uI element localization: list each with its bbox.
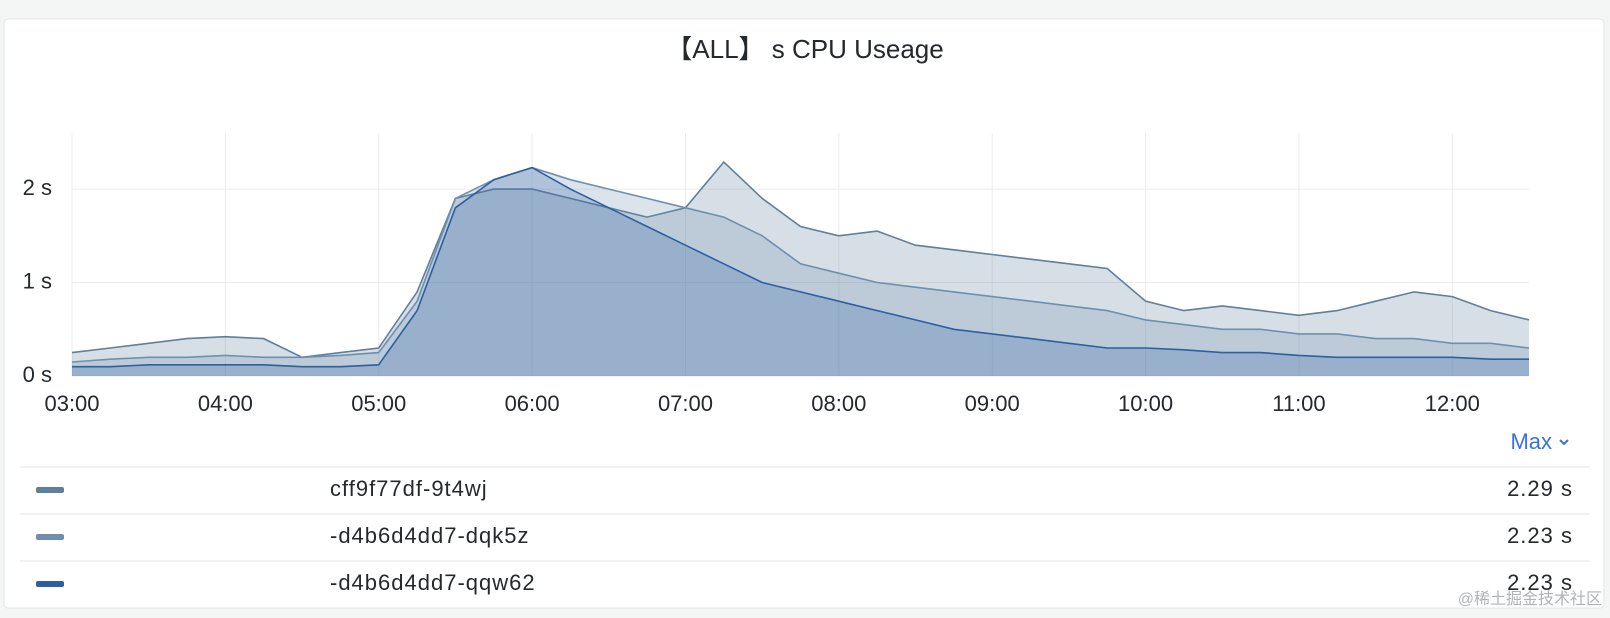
legend-sort[interactable]: Max	[1510, 429, 1552, 454]
series-line	[72, 166, 1529, 368]
legend-swatch	[36, 581, 64, 587]
legend-max: 2.23 s	[1507, 570, 1573, 595]
y-tick-label: 1 s	[23, 268, 52, 293]
panel-title: 【ALL】 s CPU Useage	[666, 34, 943, 64]
legend-swatch	[36, 534, 64, 540]
series-line	[71, 166, 1530, 363]
y-tick-label: 0 s	[23, 362, 52, 387]
x-tick-label: 07:00	[658, 391, 713, 416]
panel	[3, 18, 1605, 609]
x-tick-label: 04:00	[198, 391, 253, 416]
y-tick-label: 2 s	[23, 175, 52, 200]
series-area	[72, 167, 1529, 376]
plot: 0 s 1 s 2 s 03:00 04:00 05:00 06:00 07:00 08:00 0…	[23, 133, 1530, 416]
legend-name: cff9f77df-9t4wj	[330, 476, 488, 501]
sort-chevron[interactable]	[1559, 439, 1569, 446]
legend-name: -d4b6d4dd7-qqw62	[330, 570, 536, 595]
series-line	[71, 160, 1530, 359]
x-tick-label: 08:00	[811, 391, 866, 416]
x-tick-label: 05:00	[351, 391, 406, 416]
x-tick-label: 11:00	[1272, 391, 1325, 416]
x-tick-label: 12:00	[1425, 391, 1480, 416]
series-area	[72, 167, 1529, 376]
x-tick-label: 03:00	[44, 391, 99, 416]
legend-max: 2.23 s	[1507, 523, 1573, 548]
x-tick-label: 06:00	[505, 391, 560, 416]
legend-name: -d4b6d4dd7-dqk5z	[330, 523, 529, 548]
legend-max: 2.29 s	[1507, 476, 1573, 501]
x-tick-label: 09:00	[965, 391, 1020, 416]
watermark: @稀土掘金技术社区	[1458, 590, 1602, 608]
x-tick-label: 10:00	[1118, 391, 1173, 416]
legend-swatch	[36, 487, 64, 493]
legend: cff9f77df-9t4wj 2.29 s -d4b6d4dd7-dqk5z 2.2…	[20, 466, 1590, 595]
